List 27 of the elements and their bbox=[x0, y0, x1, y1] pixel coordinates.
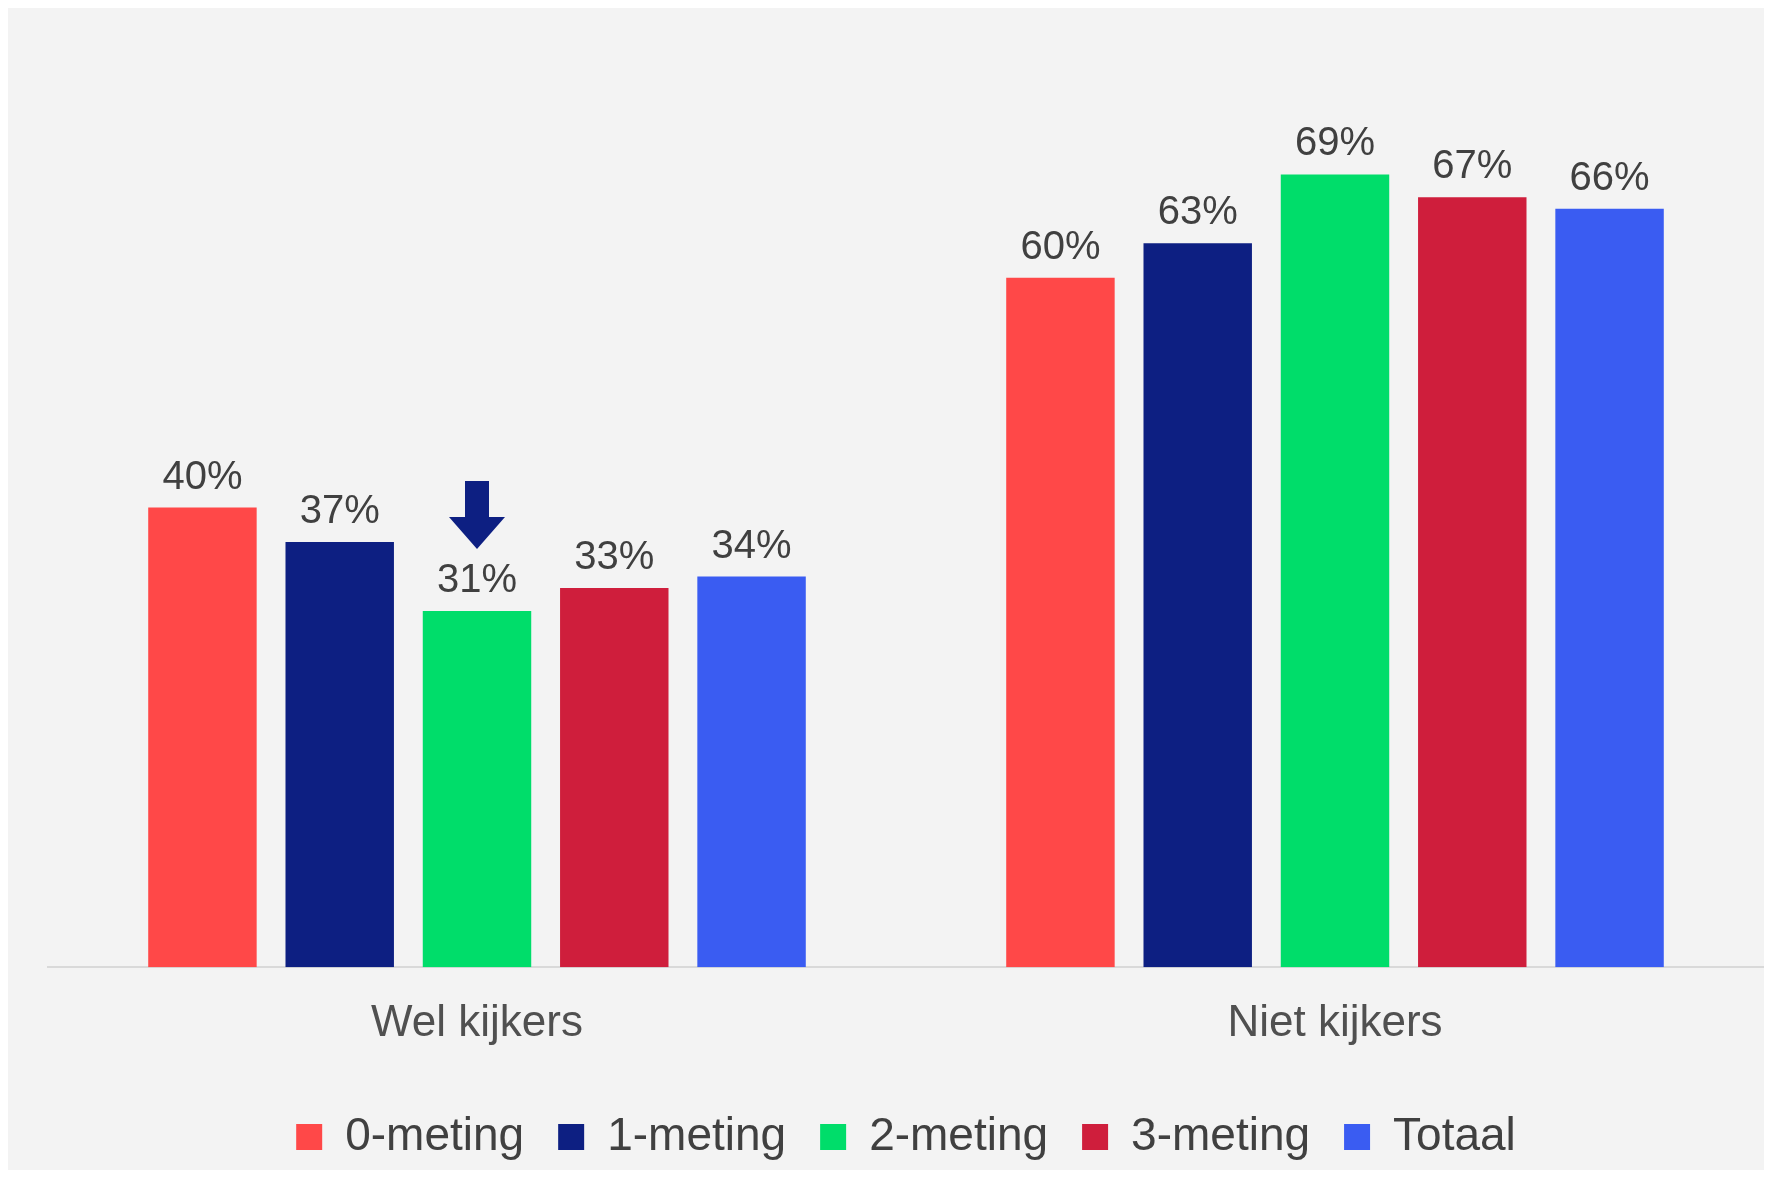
x-tick-label: Wel kijkers bbox=[371, 995, 583, 1045]
legend-label: Totaal bbox=[1393, 1107, 1516, 1160]
bar bbox=[697, 576, 806, 968]
data-label: 67% bbox=[1432, 142, 1513, 187]
bar bbox=[1006, 277, 1115, 968]
legend-label: 3-meting bbox=[1131, 1107, 1311, 1160]
bar bbox=[1555, 208, 1664, 968]
data-label: 66% bbox=[1569, 153, 1650, 198]
data-label: 40% bbox=[162, 452, 243, 497]
bar bbox=[1143, 243, 1252, 968]
data-label: 37% bbox=[299, 487, 380, 532]
data-label: 34% bbox=[711, 521, 792, 566]
data-label: 33% bbox=[574, 533, 655, 578]
bar bbox=[148, 507, 257, 968]
legend-label: 2-meting bbox=[869, 1107, 1049, 1160]
bar bbox=[1280, 174, 1390, 968]
data-label: 69% bbox=[1294, 119, 1376, 164]
legend-label: 1-meting bbox=[607, 1107, 787, 1160]
data-label: 63% bbox=[1157, 188, 1238, 233]
data-label: 60% bbox=[1020, 222, 1101, 267]
x-tick-label: Niet kijkers bbox=[1227, 995, 1443, 1045]
bar bbox=[1418, 197, 1527, 968]
legend-label: 0-meting bbox=[345, 1107, 525, 1160]
bar bbox=[285, 542, 394, 968]
data-label: 31% bbox=[436, 556, 518, 601]
bar bbox=[422, 611, 532, 968]
bar bbox=[560, 588, 669, 968]
